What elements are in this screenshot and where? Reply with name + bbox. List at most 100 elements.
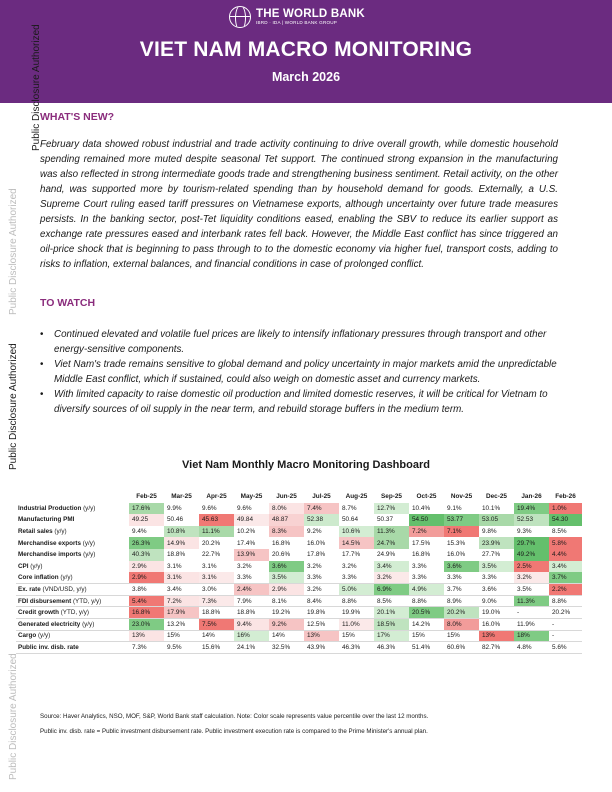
month-header: Oct-25 [416, 493, 437, 501]
data-cell: 3.1% [199, 572, 234, 585]
data-cell: 8.8% [549, 595, 582, 608]
data-cell: 17.7% [342, 551, 361, 559]
data-cell: 8.8% [409, 595, 444, 608]
whats-new-heading: WHAT'S NEW? [40, 111, 115, 123]
to-watch-item: Continued elevated and volatile fuel pri… [40, 327, 560, 357]
data-cell: 3.7% [549, 572, 582, 585]
data-cell: 11.3% [514, 595, 549, 608]
indicator-name: CPI [18, 562, 29, 570]
data-cell: 16.0% [479, 618, 514, 631]
indicator-name: Merchandise imports [18, 551, 82, 559]
data-cell: 14% [269, 630, 304, 643]
data-cell: 11.1% [199, 525, 234, 538]
data-cell: 17.4% [237, 539, 256, 547]
data-cell: 54.30 [549, 514, 582, 526]
data-cell: 2.5% [514, 560, 549, 573]
data-cell: 3.5% [479, 560, 514, 573]
data-cell: 26.3% [129, 537, 164, 549]
data-cell: 3.0% [199, 583, 234, 596]
month-header: May-25 [240, 493, 263, 501]
table-row: Industrial Production (y/y) 17.6% 9.9% 9.6%… [16, 502, 582, 515]
to-watch-heading: TO WATCH [40, 297, 96, 309]
table-row: Manufacturing PMI 49.25 50.46 45.63 49.84 48… [16, 514, 582, 526]
data-cell: 8.9% [444, 595, 479, 608]
data-cell: 43.9% [304, 641, 339, 654]
data-cell: 7.2% [164, 595, 199, 608]
data-cell: 3.2% [514, 572, 549, 585]
indicator-name: Cargo [18, 632, 37, 640]
indicator-unit: (y/y) [37, 632, 51, 640]
indicator-unit: (y/y) [60, 574, 73, 582]
data-cell: 3.2% [237, 562, 252, 570]
disclosure-stamp-3: Public Disclosure Authorized [8, 343, 19, 470]
month-header: Dec-25 [486, 493, 507, 501]
row-label: Merchandise exports (y/y) [16, 537, 129, 549]
data-cell: 3.1% [167, 562, 182, 570]
table-row: Core inflation (y/y) 2.9% 3.1% 3.1% 3.3% 3.5%… [16, 572, 582, 585]
data-cell: 7.2% [409, 525, 444, 538]
indicator-name: Retail sales [18, 528, 53, 536]
pidr-note: Public inv. disb. rate = Public investme… [40, 728, 428, 735]
to-watch-list: Continued elevated and volatile fuel pri… [40, 327, 560, 417]
data-cell: 49.2% [514, 548, 549, 561]
data-cell: 5.8% [549, 537, 582, 549]
data-cell: 20.2% [202, 539, 221, 547]
data-cell: 11.3% [374, 525, 409, 538]
data-cell: 16% [234, 630, 269, 643]
to-watch-item: Viet Nam's trade remains sensitive to gl… [40, 357, 560, 387]
indicator-unit: (VND/USD, y/y) [42, 586, 87, 594]
indicator-name: Ex. rate [18, 586, 41, 594]
data-cell: 19.4% [514, 502, 549, 515]
indicator-name: Industrial Production [18, 504, 82, 512]
data-cell: 9.0% [479, 595, 514, 608]
indicator-name: Core inflation [18, 574, 59, 582]
row-label: Credit growth (YTD, y/y) [16, 606, 129, 620]
data-cell: 16.0% [447, 551, 466, 559]
data-cell: 18.8% [167, 551, 186, 559]
data-cell: 48.87 [269, 514, 304, 526]
data-cell: 9.3% [517, 528, 532, 536]
data-cell: 2.9% [269, 583, 304, 596]
indicator-name: Manufacturing PMI [18, 516, 75, 524]
disclosure-stamp-4: Public Disclosure Authorized [8, 653, 19, 780]
table-row: Ex. rate (VND/USD, y/y) 3.8% 3.4% 3.0% 2.4% 2… [16, 583, 582, 596]
page-date: March 2026 [271, 70, 341, 84]
data-cell: 8.8% [339, 595, 374, 608]
dashboard-title: Viet Nam Monthly Macro Monitoring Dashbo… [182, 459, 430, 471]
indicator-name: Generated electricity [18, 620, 81, 628]
world-bank-logo: THE WORLD BANK IBRD · IDA | WORLD BANK G… [229, 4, 365, 30]
table-row: Merchandise exports (y/y) 26.3% 14.9% 20.2%… [16, 537, 582, 549]
data-cell: 7.5% [199, 618, 234, 631]
data-cell: 12.7% [374, 502, 409, 515]
data-cell: 49.25 [129, 514, 164, 526]
table-row: Cargo (y/y) 13% 15% 14% 16% 14% 13% 15% 17% 15% 15… [16, 630, 582, 643]
data-cell: 14% [199, 630, 234, 643]
data-cell: 9.9% [167, 504, 182, 512]
indicator-unit: (YTD, y/y) [72, 597, 102, 605]
month-header: Feb-25 [136, 493, 157, 501]
data-cell: 3.1% [202, 562, 217, 570]
data-cell: 2.9% [129, 572, 164, 585]
data-cell: 7.3% [129, 641, 164, 654]
data-cell: 14.2% [409, 618, 444, 631]
data-cell: 14.5% [339, 537, 374, 549]
data-cell: 15% [444, 630, 479, 643]
data-cell: 13.2% [164, 618, 199, 631]
data-cell: 15.3% [447, 539, 466, 547]
data-cell: 16.8% [129, 606, 164, 620]
table-header-row: Feb-25 Mar-25 Apr-25 May-25 Jun-25 Jul-2… [16, 491, 582, 503]
header-banner: THE WORLD BANK IBRD · IDA | WORLD BANK G… [0, 0, 612, 103]
indicator-name: Merchandise exports [18, 539, 81, 547]
data-cell: 9.5% [164, 641, 199, 654]
data-cell: 11.0% [339, 618, 374, 631]
data-cell: 20.1% [374, 606, 409, 620]
data-cell: 3.5% [269, 572, 304, 585]
data-cell: 8.7% [342, 504, 357, 512]
data-cell: 8.0% [444, 618, 479, 631]
indicator-name: Credit growth [18, 609, 59, 617]
table-row: Credit growth (YTD, y/y) 16.8% 17.9% 18.8% 1… [16, 606, 582, 620]
indicator-name: Public inv. disb. rate [18, 644, 79, 652]
indicator-unit: (y/y) [82, 620, 95, 628]
data-cell: 18% [514, 630, 549, 643]
data-cell: 4.9% [409, 583, 444, 596]
